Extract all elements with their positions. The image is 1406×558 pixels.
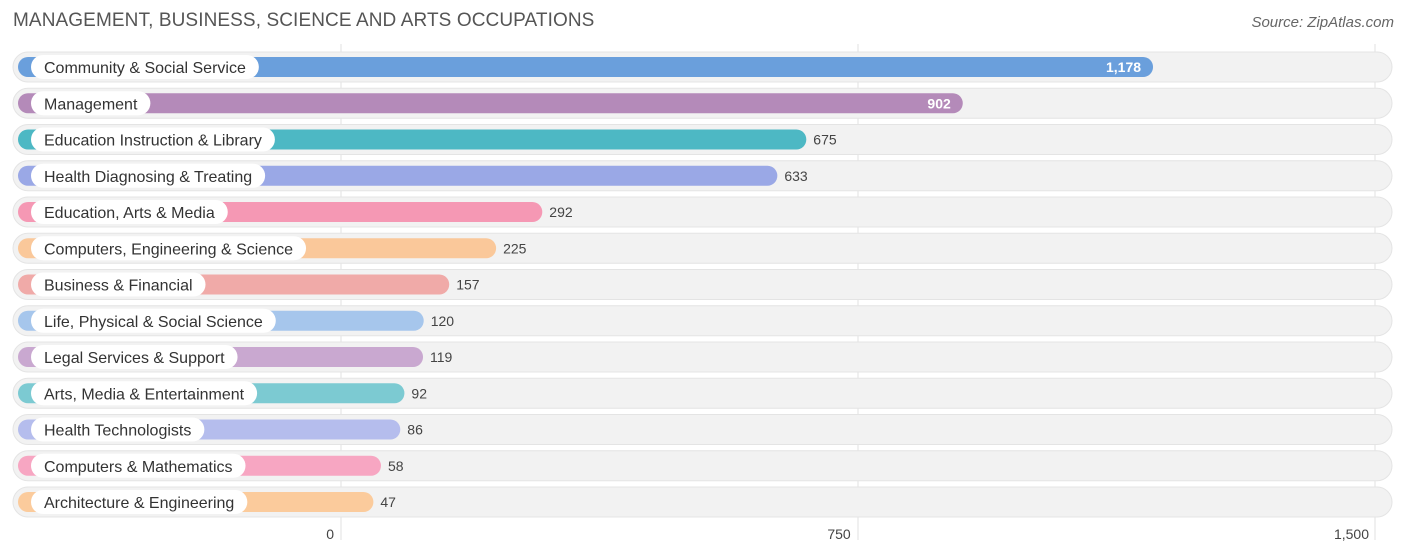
x-tick-label: 750 <box>827 526 851 542</box>
category-label: Life, Physical & Social Science <box>44 314 263 331</box>
category-label-pill <box>31 55 259 79</box>
value-label: 92 <box>411 385 427 401</box>
chart-source: Source: ZipAtlas.com <box>1251 14 1394 31</box>
value-label: 119 <box>430 349 453 365</box>
value-label: 86 <box>407 422 423 438</box>
category-label: Architecture & Engineering <box>44 495 234 512</box>
value-label: 292 <box>549 204 573 220</box>
bar <box>18 57 1154 77</box>
chart-title: MANAGEMENT, BUSINESS, SCIENCE AND ARTS O… <box>13 10 595 31</box>
value-label: 120 <box>431 313 455 329</box>
x-tick-label: 0 <box>326 526 334 542</box>
category-label: Computers & Mathematics <box>44 459 233 476</box>
category-label: Education Instruction & Library <box>44 133 262 150</box>
category-label-pill <box>31 127 275 152</box>
category-label: Education, Arts & Media <box>44 205 215 222</box>
category-label: Business & Financial <box>44 278 193 295</box>
category-label: Computers, Engineering & Science <box>44 241 293 258</box>
value-label: 902 <box>927 95 951 111</box>
value-label: 675 <box>813 132 837 148</box>
category-label: Community & Social Service <box>44 60 246 77</box>
category-label-pill <box>31 163 266 188</box>
category-label-pill <box>31 381 258 406</box>
category-label: Health Technologists <box>44 423 191 440</box>
value-label: 633 <box>784 168 808 184</box>
category-label: Arts, Media & Entertainment <box>44 386 245 403</box>
category-label-pill <box>31 272 206 297</box>
value-label: 1,178 <box>1106 59 1141 75</box>
x-tick-label: 1,500 <box>1334 526 1369 542</box>
category-label-pill <box>31 490 248 514</box>
category-label: Management <box>44 96 138 113</box>
category-label-pill <box>31 453 246 478</box>
category-label-pill <box>31 308 276 333</box>
value-label: 157 <box>456 277 480 293</box>
category-label-pill <box>31 345 238 369</box>
category-label: Legal Services & Support <box>44 350 225 367</box>
category-label-pill <box>31 91 151 116</box>
category-label-pill <box>31 200 228 224</box>
value-label: 58 <box>388 458 404 474</box>
value-label: 47 <box>380 494 396 510</box>
category-label-pill <box>31 236 307 261</box>
category-label-pill <box>31 417 205 442</box>
value-label: 225 <box>503 240 527 256</box>
bar <box>18 93 963 114</box>
category-label: Health Diagnosing & Treating <box>44 169 252 186</box>
